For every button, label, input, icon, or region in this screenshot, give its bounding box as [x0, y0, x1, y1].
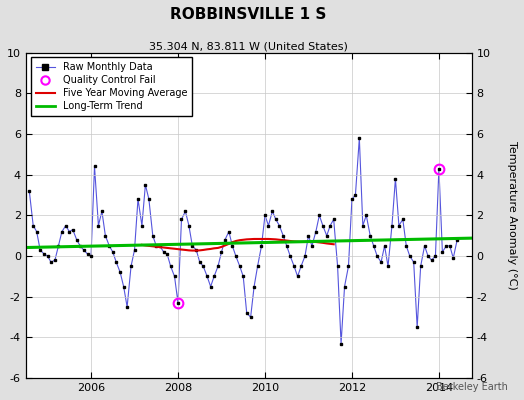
Text: Berkeley Earth: Berkeley Earth [436, 382, 508, 392]
Title: 35.304 N, 83.811 W (United States): 35.304 N, 83.811 W (United States) [149, 42, 348, 52]
Legend: Raw Monthly Data, Quality Control Fail, Five Year Moving Average, Long-Term Tren: Raw Monthly Data, Quality Control Fail, … [31, 57, 192, 116]
Text: ROBBINSVILLE 1 S: ROBBINSVILLE 1 S [170, 7, 327, 22]
Y-axis label: Temperature Anomaly (°C): Temperature Anomaly (°C) [507, 141, 517, 290]
